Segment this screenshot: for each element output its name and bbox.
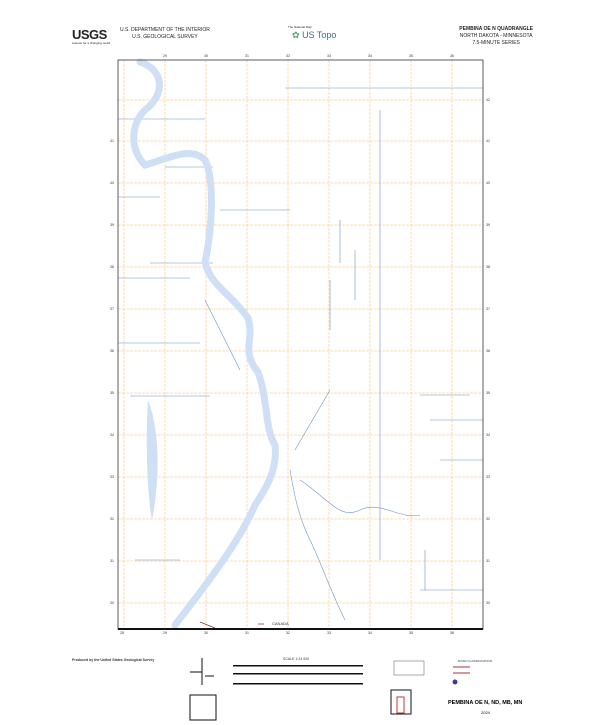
grid-label: 34 <box>486 433 490 437</box>
grid-label: 37 <box>110 307 114 311</box>
road <box>199 621 264 629</box>
quad-name: PEMBINA OE N QUADRANGLE <box>459 26 533 32</box>
map-frame <box>117 59 484 630</box>
grid-label: 32 <box>286 631 290 635</box>
grid-label: 34 <box>110 433 114 437</box>
grid-label: 41 <box>110 139 114 143</box>
drain-line <box>118 87 483 591</box>
survey-name: U.S. GEOLOGICAL SURVEY <box>132 34 198 40</box>
grid-label: 38 <box>486 265 490 269</box>
usgs-logo: USGS <box>72 27 107 42</box>
place-label-canada: CANADA <box>272 621 289 626</box>
grid-label: 35 <box>486 391 490 395</box>
quad-states: NORTH DAKOTA - MINNESOTA <box>459 33 533 39</box>
grid-label: 36 <box>486 349 490 353</box>
quadrangle-block: PEMBINA OE N QUADRANGLE NORTH DAKOTA - M… <box>459 26 533 47</box>
grid-label: 35 <box>110 391 114 395</box>
grid-label: 37 <box>486 307 490 311</box>
lake <box>146 400 158 520</box>
agency-block: U.S. DEPARTMENT OF THE INTERIOR U.S. GEO… <box>120 27 210 41</box>
grid-label: 29 <box>163 54 167 58</box>
grid-label: 40 <box>110 181 114 185</box>
utm-grid <box>118 60 483 629</box>
topo-icon: ✿ <box>292 30 300 40</box>
grid-label: 36 <box>450 54 454 58</box>
grid-label: 34 <box>368 54 372 58</box>
grid-label: 35 <box>409 54 413 58</box>
grid-label: 39 <box>110 223 114 227</box>
grid-label: 34 <box>368 631 372 635</box>
grid-label: 42 <box>486 98 490 102</box>
grid-label: 35 <box>409 631 413 635</box>
sheet-year: 2024 <box>481 710 490 715</box>
grid-label: 29 <box>163 631 167 635</box>
quad-series: 7.5-MINUTE SERIES <box>472 40 520 46</box>
us-topo-logo: ✿ US Topo <box>292 30 336 41</box>
producer-credit: Produced by the United States Geological… <box>72 658 155 662</box>
grid-label: 36 <box>110 349 114 353</box>
national-map-label: The National Map <box>288 25 312 29</box>
grid-label: 31 <box>245 631 249 635</box>
grid-label: 32 <box>110 517 114 521</box>
scale-label: SCALE 1:24 000 <box>283 657 310 661</box>
road-legend-title: ROAD CLASSIFICATION <box>458 659 492 663</box>
grid-label: 33 <box>486 475 490 479</box>
grid-label: 41 <box>486 139 490 143</box>
grid-label: 32 <box>286 54 290 58</box>
grid-label: 38 <box>110 265 114 269</box>
usgs-tagline: science for a changing world <box>72 41 111 45</box>
grid-label: 30 <box>204 54 208 58</box>
sheet-title: PEMBINA OE N, ND, MB, MN <box>448 700 523 706</box>
us-topo-text: US Topo <box>302 30 337 40</box>
grid-label: 39 <box>486 223 490 227</box>
grid-label: 31 <box>245 54 249 58</box>
grid-label: 33 <box>110 475 114 479</box>
border-line <box>118 628 483 630</box>
grid-label: 30 <box>486 601 490 605</box>
grid-label: 33 <box>327 54 331 58</box>
grid-label: 30 <box>204 631 208 635</box>
stream-channel <box>289 469 421 621</box>
grid-label: 40 <box>486 181 490 185</box>
grid-label: 33 <box>327 631 331 635</box>
grid-label: 31 <box>110 559 114 563</box>
streams <box>118 87 483 621</box>
grid-label: 36 <box>450 631 454 635</box>
grid-label: 30 <box>110 601 114 605</box>
grid-label: 32 <box>486 517 490 521</box>
river <box>130 58 279 629</box>
grid-label: 31 <box>486 559 490 563</box>
department-name: U.S. DEPARTMENT OF THE INTERIOR <box>120 27 210 33</box>
grid-label: 28 <box>120 631 124 635</box>
